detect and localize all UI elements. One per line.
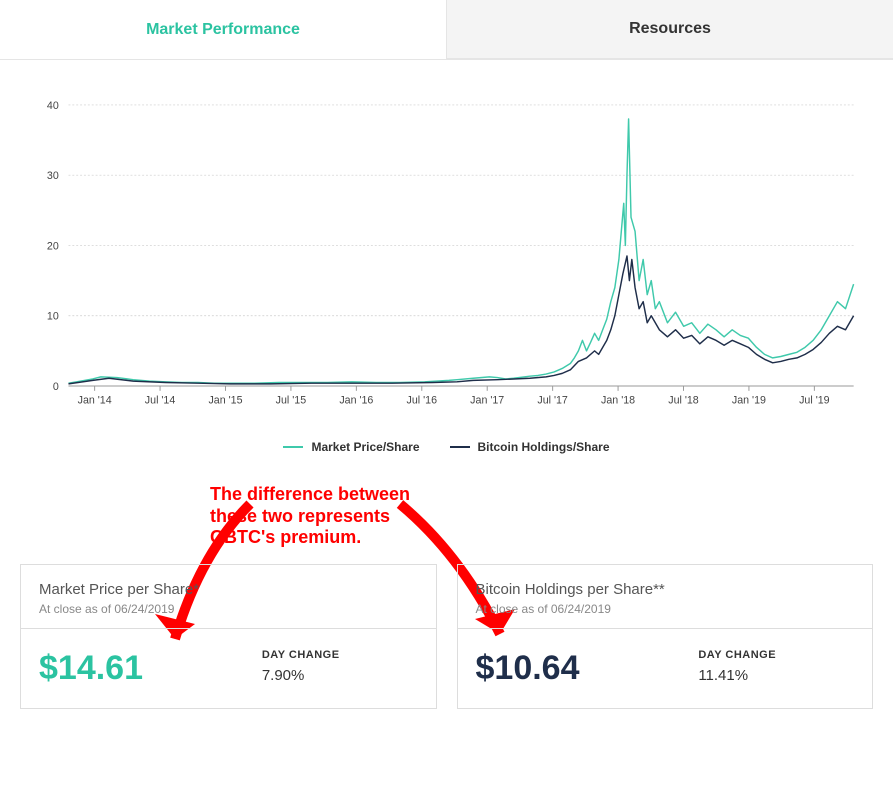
holdings-subtitle: At close as of 06/24/2019 — [476, 602, 855, 616]
svg-text:Jul '19: Jul '19 — [799, 394, 830, 406]
holdings-day-change-label: DAY CHANGE — [698, 649, 854, 661]
svg-text:Jul '17: Jul '17 — [537, 394, 568, 406]
tab-market-performance[interactable]: Market Performance — [0, 0, 446, 59]
legend-item: Market Price/Share — [283, 440, 419, 454]
svg-text:10: 10 — [47, 311, 59, 323]
chart-legend: Market Price/Share Bitcoin Holdings/Share — [20, 430, 873, 474]
svg-text:40: 40 — [47, 100, 59, 112]
legend-swatch — [450, 446, 470, 448]
chart-container: 0 10 20 30 40 Jan '14 Jul '14 Jan '15 Jul '15 Jan… — [0, 60, 893, 484]
market-price-title: Market Price per Share* — [39, 581, 418, 598]
annotation-line-3: GBTC's premium. — [210, 527, 410, 549]
svg-text:Jul '16: Jul '16 — [407, 394, 438, 406]
annotation-line-1: The difference between — [210, 484, 410, 506]
svg-text:Jul '15: Jul '15 — [276, 394, 307, 406]
stat-cards: Market Price per Share* At close as of 0… — [0, 564, 893, 729]
svg-text:0: 0 — [53, 381, 59, 393]
line-chart: 0 10 20 30 40 Jan '14 Jul '14 Jan '15 Jul '15 Jan… — [20, 90, 873, 430]
holdings-day-change-value: 11.41% — [698, 667, 854, 684]
annotation-overlay: The difference between these two represe… — [0, 484, 893, 564]
legend-swatch — [283, 446, 303, 448]
svg-text:Jan '18: Jan '18 — [601, 394, 635, 406]
svg-text:Jan '14: Jan '14 — [78, 394, 112, 406]
holdings-value: $10.64 — [458, 629, 681, 708]
svg-text:Jan '16: Jan '16 — [339, 394, 373, 406]
svg-text:Jul '14: Jul '14 — [145, 394, 176, 406]
market-price-card: Market Price per Share* At close as of 0… — [20, 564, 437, 709]
market-price-day-change-label: DAY CHANGE — [262, 649, 418, 661]
svg-text:Jul '18: Jul '18 — [668, 394, 699, 406]
holdings-title: Bitcoin Holdings per Share** — [476, 581, 855, 598]
annotation-text: The difference between these two represe… — [210, 484, 410, 549]
svg-text:Jan '19: Jan '19 — [732, 394, 766, 406]
legend-item: Bitcoin Holdings/Share — [450, 440, 610, 454]
tab-resources[interactable]: Resources — [446, 0, 893, 59]
svg-text:20: 20 — [47, 240, 59, 252]
market-price-day-change-value: 7.90% — [262, 667, 418, 684]
holdings-card: Bitcoin Holdings per Share** At close as… — [457, 564, 874, 709]
legend-label: Market Price/Share — [311, 440, 419, 454]
svg-text:30: 30 — [47, 170, 59, 182]
annotation-line-2: these two represents — [210, 506, 410, 528]
svg-text:Jan '17: Jan '17 — [470, 394, 504, 406]
svg-text:Jan '15: Jan '15 — [208, 394, 242, 406]
market-price-value: $14.61 — [21, 629, 244, 708]
legend-label: Bitcoin Holdings/Share — [478, 440, 610, 454]
market-price-subtitle: At close as of 06/24/2019 — [39, 602, 418, 616]
tabs: Market Performance Resources — [0, 0, 893, 60]
